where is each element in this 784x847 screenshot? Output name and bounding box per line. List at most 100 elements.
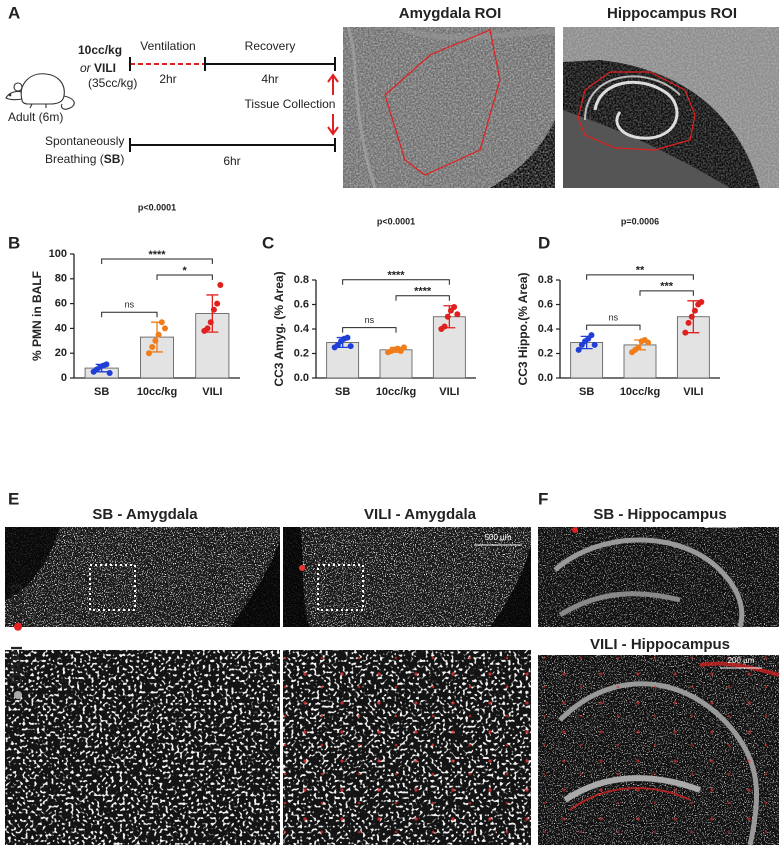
p-value: p<0.0001 [138, 202, 176, 212]
bar [379, 349, 413, 379]
stain-legend: DAPI CC3 [9, 584, 26, 699]
mouse-icon [5, 73, 75, 110]
data-point [444, 313, 451, 320]
data-point [204, 325, 211, 332]
significance-bracket [101, 258, 213, 264]
micrograph [538, 655, 780, 846]
x-tick-label: VILI [202, 386, 222, 398]
significance-label: **** [414, 286, 432, 298]
sb-text: ) [120, 152, 124, 166]
data-point [214, 300, 221, 307]
x-tick-label: 10cc/kg [376, 386, 416, 398]
sb-label: Breathing (SB) [45, 152, 124, 166]
panel-label: D [538, 233, 550, 252]
data-point [688, 313, 695, 320]
or-text: or [80, 61, 92, 75]
data-point [106, 370, 113, 377]
data-point [691, 307, 698, 314]
data-point [698, 299, 705, 306]
error-bar [206, 294, 219, 333]
scale-bar-label: 200 µm [728, 656, 755, 665]
y-tick-label: 100 [49, 248, 67, 260]
data-point [682, 329, 689, 336]
significance-label: * [183, 265, 188, 277]
y-tick-label: 0.2 [538, 347, 553, 359]
data-point [158, 319, 165, 326]
data-point [103, 361, 110, 368]
legend-label: CC3 [9, 584, 26, 616]
data-point [155, 331, 162, 338]
sb-text: Breathing ( [45, 152, 104, 166]
legend-rotated: DAPI CC3 [9, 584, 26, 699]
data-point [344, 334, 351, 341]
micrograph [5, 650, 280, 845]
collection-label: Tissue Collection [245, 97, 336, 111]
sb-abbr: SB [104, 152, 121, 166]
data-point [152, 337, 159, 344]
data-point [635, 344, 642, 351]
y-tick-label: 60 [55, 298, 67, 310]
significance-label: **** [387, 270, 405, 282]
y-axis-label: CC3 Amyg. (% Area) [272, 271, 286, 386]
significance-label: ns [365, 315, 375, 325]
y-tick-label: 0 [61, 372, 67, 384]
legend-label: DAPI [9, 646, 26, 684]
data-point [401, 344, 407, 351]
y-tick-label: 0.4 [538, 323, 554, 335]
significance-bracket [101, 311, 158, 318]
charts: 0 20 40 60 80 100 % PMN in BALF SB 10cc/kg VILI p<… [30, 202, 720, 398]
scale-bar-label: 200 µm [709, 518, 733, 525]
data-point [588, 332, 595, 339]
y-tick-label: 0.8 [538, 274, 553, 286]
y-tick-label: 0.6 [294, 298, 309, 310]
x-tick-label: SB [579, 386, 594, 398]
micrograph [5, 527, 280, 627]
y-tick-label: 0.6 [538, 298, 553, 310]
amygdala-roi-image [343, 27, 555, 188]
data-point [149, 344, 156, 350]
dose-group: or VILI [80, 61, 116, 75]
panel-label: B [8, 233, 20, 252]
vili-text: VILI [94, 61, 116, 75]
data-point [645, 339, 651, 346]
data-point [217, 282, 224, 288]
y-tick-label: 0.0 [538, 372, 553, 384]
legend-swatch [14, 622, 22, 631]
micrograph-title: SB - Hippocampus [593, 506, 726, 523]
micrograph-title: VILI - Amygdala [364, 506, 477, 523]
y-tick-label: 20 [55, 347, 67, 359]
x-tick-label: SB [335, 386, 350, 398]
y-tick-label: 0.8 [294, 274, 309, 286]
significance-bracket [156, 274, 213, 280]
data-point [146, 350, 152, 357]
significance-label: ns [125, 300, 135, 310]
significance-bracket [639, 290, 694, 296]
roi-title: Hippocampus ROI [607, 5, 737, 22]
timeline [129, 57, 339, 152]
data-point [575, 346, 582, 353]
significance-label: **** [148, 249, 166, 261]
y-axis-label: CC3 Hippo.(% Area) [516, 273, 530, 386]
hippocampus-roi-image [563, 27, 779, 188]
significance-bracket [395, 295, 450, 301]
animal-label: Adult (6m) [8, 110, 63, 124]
micrograph-title: VILI - Hippocampus [590, 636, 730, 653]
p-value: p=0.0006 [621, 216, 659, 226]
data-point [347, 343, 354, 350]
sb-time: 6hr [223, 154, 240, 168]
micrograph [283, 527, 531, 627]
x-tick-label: SB [94, 386, 109, 398]
micrograph [538, 526, 779, 628]
recovery-time: 4hr [261, 72, 278, 86]
significance-bracket [342, 327, 397, 333]
panel-label: C [262, 233, 274, 252]
recovery-label: Recovery [245, 39, 296, 53]
significance-bracket [586, 324, 641, 331]
panel-label: F [538, 489, 548, 508]
x-tick-label: 10cc/kg [137, 386, 177, 398]
y-tick-label: 80 [55, 273, 67, 285]
data-point [210, 306, 217, 313]
micrograph [283, 650, 531, 845]
data-point [451, 303, 458, 310]
